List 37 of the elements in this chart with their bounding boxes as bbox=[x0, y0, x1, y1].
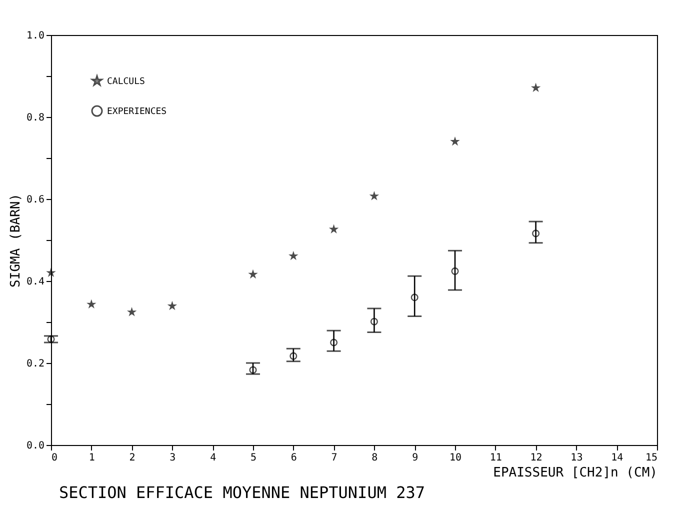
x-tick-label: 13 bbox=[570, 452, 583, 464]
y-tick-label: 0.0 bbox=[26, 440, 44, 452]
point bbox=[370, 318, 378, 326]
legend-label: EXPERIENCES bbox=[107, 107, 167, 117]
x-tick-label: 10 bbox=[449, 452, 462, 464]
x-tick-label: 6 bbox=[290, 452, 297, 464]
legend-label: CALCULS bbox=[107, 77, 145, 87]
x-tick-label: 1 bbox=[88, 452, 95, 464]
x-tick-label: 9 bbox=[412, 452, 418, 464]
point bbox=[47, 335, 55, 343]
x-tick-label: 4 bbox=[210, 452, 216, 464]
y-tick-label: 0.2 bbox=[26, 358, 44, 370]
x-tick-label: 14 bbox=[611, 452, 624, 464]
point bbox=[290, 252, 298, 260]
x-tick-label: 3 bbox=[170, 452, 176, 464]
y-tick-label: 1.0 bbox=[26, 30, 44, 42]
y-tick-label: 0.4 bbox=[26, 276, 44, 288]
x-tick-label: 2 bbox=[129, 452, 136, 464]
text: SECTION EFFICACE MOYENNE NEPTUNIUM 237 bbox=[58, 483, 425, 502]
point bbox=[290, 352, 298, 360]
point bbox=[249, 366, 257, 374]
x-tick-label: 12 bbox=[530, 452, 542, 464]
point bbox=[451, 267, 459, 275]
point bbox=[532, 230, 540, 238]
x-tick-label: 0 bbox=[52, 452, 58, 464]
x-tick-label: 8 bbox=[372, 452, 378, 464]
x-tick-label: 11 bbox=[490, 452, 502, 464]
y-tick-label: 0.6 bbox=[26, 194, 44, 206]
x-axis-title: EPAISSEUR [CH2]n (CM) bbox=[493, 466, 658, 480]
point bbox=[330, 338, 338, 346]
y-tick-label: 0.8 bbox=[26, 112, 44, 124]
x-tick-label: 15 bbox=[645, 452, 658, 464]
point bbox=[451, 138, 459, 145]
x-tick-label: 7 bbox=[331, 452, 338, 464]
point bbox=[410, 294, 418, 302]
y-axis-title: SIGMA (BARN) bbox=[8, 194, 24, 288]
x-tick-label: 5 bbox=[250, 452, 257, 464]
